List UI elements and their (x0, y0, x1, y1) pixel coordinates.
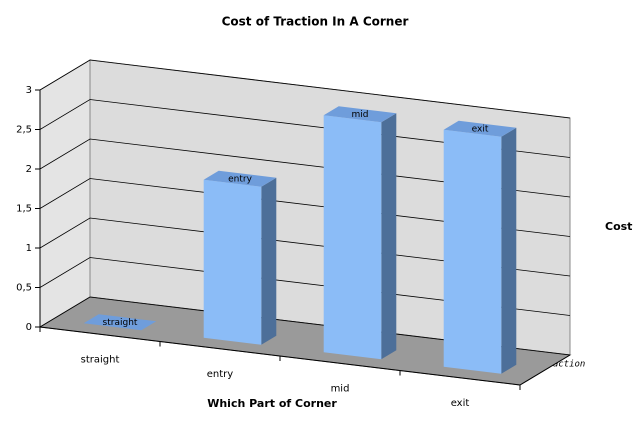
y-tick-label: 3 (26, 85, 32, 96)
y-tick-label: 1,5 (16, 204, 32, 215)
x-axis-label: Which Part of Corner (207, 397, 337, 410)
x-tick-label: entry (207, 369, 234, 380)
bar-top (323, 106, 397, 123)
bar-side (261, 177, 277, 345)
depth-tick-label: traction (542, 360, 585, 370)
grid-line (39, 217, 571, 277)
bar-top (443, 120, 517, 137)
bar (323, 106, 397, 360)
bar (83, 314, 157, 331)
legend-entry: Cost (605, 220, 632, 233)
bar-front (323, 115, 382, 360)
grid-line (39, 59, 571, 119)
grid-line (39, 99, 571, 158)
data-label: exit (472, 124, 489, 134)
x-tick-label: mid (331, 383, 350, 394)
bar (443, 120, 517, 374)
data-label: entry (228, 174, 252, 184)
grid-line (39, 257, 571, 316)
depth-axis (519, 354, 571, 386)
grid-line (39, 296, 571, 356)
bar-front (443, 129, 502, 374)
x-tick-label: straight (81, 354, 120, 365)
bar-front (203, 179, 262, 345)
y-tick-label: 0 (26, 322, 32, 333)
y-tick-label: 1 (26, 243, 32, 254)
grid-line (39, 138, 571, 198)
bar-side (501, 127, 517, 374)
x-tick-label: exit (451, 398, 470, 409)
bar-top (83, 314, 157, 331)
y-tick-label: 0,5 (16, 283, 32, 294)
data-label: straight (103, 318, 138, 328)
bar-side (381, 113, 397, 360)
y-tick-label: 2 (26, 164, 32, 175)
y-tick-label: 2,5 (16, 125, 32, 136)
bar (203, 170, 277, 345)
grid-line (39, 178, 571, 237)
data-label: mid (352, 110, 369, 120)
bar-top (203, 170, 277, 187)
chart-title: Cost of Traction In A Corner (222, 15, 409, 29)
